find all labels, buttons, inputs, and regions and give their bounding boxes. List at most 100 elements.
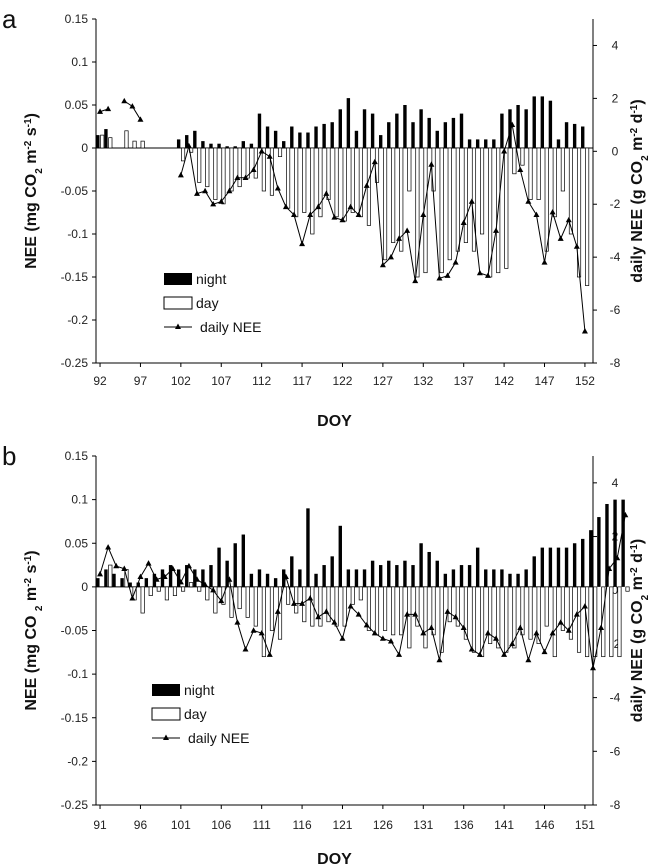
y-tick-label: 0.1 (71, 493, 88, 507)
daily-nee-marker (105, 105, 112, 112)
y2-tick-label: 0 (612, 583, 619, 597)
night-bar (613, 499, 617, 587)
daily-nee-marker (493, 635, 500, 641)
night-bar (500, 113, 504, 148)
day-bar (237, 147, 242, 188)
daily-nee-marker (428, 624, 435, 631)
y2-axis-title-part: d (629, 553, 646, 567)
daily-nee-marker (331, 619, 338, 625)
daily-nee-marker (549, 208, 556, 215)
day-bar (383, 147, 388, 261)
y2-tick-label: 4 (612, 476, 619, 490)
daily-nee-marker (137, 116, 144, 122)
x-tick-label: 107 (211, 374, 231, 388)
daily-nee-marker (169, 565, 176, 571)
x-tick-label: 141 (494, 818, 514, 832)
day-bar (334, 147, 339, 218)
x-tick-label: 146 (534, 818, 554, 832)
day-bar (496, 586, 501, 649)
x-tick-label: 142 (494, 374, 514, 388)
day-bar (164, 586, 169, 601)
y-axis-title-part: -1 (23, 555, 34, 564)
day-bar (261, 586, 266, 658)
y2-tick-label: -6 (610, 744, 621, 758)
day-bar (261, 147, 266, 192)
night-bar (96, 135, 100, 148)
legend-day-swatch (151, 707, 181, 721)
day-bar (108, 564, 113, 588)
chart-panel-b: b 0.15 0.1 0.05 0 -0.05 -0.1 -0.15 -0.2 -0.25 4 2 0 -… (2, 441, 651, 868)
daily-nee-marker (541, 259, 548, 265)
daily-nee-marker (363, 182, 370, 188)
night-bar (193, 569, 197, 587)
day-bar (520, 147, 525, 166)
night-bar (475, 139, 480, 148)
daily-nee-marker (226, 576, 233, 582)
day-bar (124, 130, 129, 149)
y-axis-title-part: ) (23, 550, 40, 555)
night-bar (241, 534, 246, 587)
x-tick-label: 131 (413, 818, 433, 832)
day-bar (504, 147, 509, 269)
daily-nee-marker (533, 629, 540, 636)
daily-nee-marker (161, 573, 168, 580)
daily-nee-marker (501, 148, 508, 154)
night-bar (492, 569, 496, 587)
day-bar (148, 586, 153, 596)
day-bar (374, 586, 380, 636)
x-tick-label: 97 (134, 374, 148, 388)
day-bar (576, 147, 582, 278)
y2-axis-title-part: -1 (629, 544, 640, 553)
day-bar (585, 147, 590, 286)
day-bar (342, 147, 347, 222)
night-bar (362, 109, 367, 148)
y-tick-label: -0.05 (61, 184, 89, 198)
y-tick-label: -0.2 (67, 754, 88, 768)
day-bar (455, 586, 460, 627)
daily-nee-marker (307, 595, 314, 601)
night-bar (201, 569, 205, 587)
night-bar (249, 143, 254, 148)
night-bar (314, 573, 318, 587)
daily-nee-marker (452, 613, 459, 620)
x-tick-label: 117 (293, 374, 312, 388)
daily-nee-marker (484, 629, 491, 636)
daily-nee-marker (484, 272, 491, 278)
night-bar (621, 499, 625, 587)
daily-nee-marker (266, 651, 273, 657)
y-tick-label: -0.1 (67, 227, 88, 241)
daily-nee-marker (573, 611, 580, 617)
daily-nee-marker (428, 161, 435, 167)
legend-triangle-icon (175, 323, 181, 329)
day-bar (358, 586, 363, 601)
y-tick-label: 0.15 (65, 449, 89, 463)
night-bar (370, 560, 375, 587)
daily-nee-marker (145, 560, 152, 566)
daily-nee-marker (218, 198, 225, 204)
x-tick-label: 136 (454, 818, 474, 832)
night-bar (540, 96, 545, 148)
y-tick-label: 0.05 (65, 536, 89, 550)
y-tick-label: -0.25 (61, 356, 89, 370)
night-bar (581, 126, 585, 148)
daily-nee-marker (218, 597, 225, 604)
daily-nee-marker (226, 187, 233, 194)
night-bar (362, 569, 367, 587)
night-bar (427, 551, 431, 587)
y2-axis-title-part: ) (629, 99, 646, 104)
night-bar (419, 109, 423, 148)
night-bar (104, 569, 108, 587)
y-axis-title-part: 2 (34, 605, 45, 611)
night-bar (395, 565, 399, 587)
x-tick-label: 101 (171, 818, 191, 832)
y-axis-title-part: 2 (34, 168, 45, 174)
night-bar (273, 130, 278, 148)
daily-nee-marker (274, 185, 281, 191)
daily-nee-marker (444, 272, 451, 278)
night-bar (128, 582, 132, 587)
daily-nee-marker (315, 613, 322, 620)
y-axis-title: NEE (mg CO2 m-2 s-1) (23, 113, 45, 269)
daily-nee-marker (525, 656, 532, 663)
daily-nee-marker (509, 121, 516, 128)
night-bar (217, 547, 221, 587)
